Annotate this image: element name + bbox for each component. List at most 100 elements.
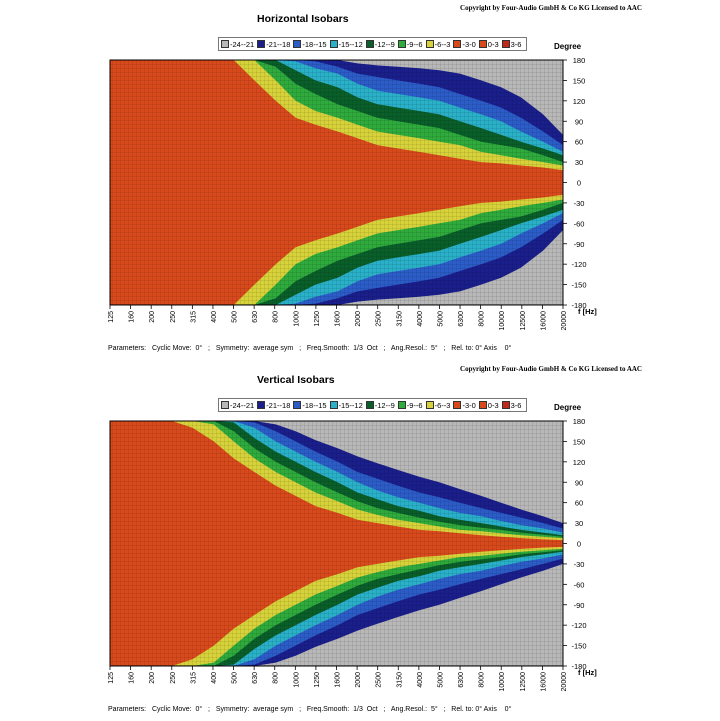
- x-tick-label: 1000: [293, 311, 300, 327]
- legend-item: -6--3: [425, 40, 450, 49]
- y-tick-label: 60: [575, 138, 583, 147]
- x-tick-label: 250: [170, 672, 177, 684]
- legend-item: -3-0: [453, 400, 476, 410]
- y-tick-label: -180: [571, 662, 586, 671]
- x-tick-label: 125: [108, 672, 115, 684]
- y-tick-label: 150: [573, 437, 586, 446]
- x-tick-label: 160: [129, 672, 136, 684]
- legend-label: -24--21: [230, 400, 255, 410]
- x-tick-label: 4000: [417, 672, 424, 688]
- legend-swatch: [425, 40, 434, 48]
- isobar-heatmap: 180 150 120 90 60 30 0 -30 -60 -90 -120 -150 -180 125…: [108, 56, 587, 331]
- x-tick-label: 630: [252, 311, 259, 323]
- x-tick-label: 16000: [540, 672, 547, 692]
- y-tick-label: -120: [571, 260, 586, 269]
- x-tick-label: 500: [232, 672, 239, 684]
- x-tick-label: 4000: [417, 311, 424, 327]
- legend-label: -21--18: [266, 400, 291, 410]
- legend-item: -21--18: [257, 401, 290, 410]
- x-tick-label: 8000: [479, 311, 486, 327]
- x-tick-label: 6300: [458, 311, 465, 327]
- copyright-notice: Copyright by Four-Audio GmbH & Co KG Lic…: [460, 4, 642, 12]
- x-tick-label: 250: [170, 311, 177, 323]
- y-tick-label: 180: [573, 417, 586, 426]
- x-tick-label: 315: [190, 672, 197, 684]
- legend-swatch: [425, 401, 434, 409]
- legend-label: 3-6: [510, 400, 522, 410]
- y-tick-label: 150: [573, 76, 586, 85]
- y-tick-label: 90: [575, 478, 583, 487]
- x-tick-label: 5000: [437, 672, 444, 688]
- x-tick-label: 10000: [499, 311, 506, 331]
- legend-item: -24--21: [221, 40, 254, 49]
- legend-swatch: [293, 401, 302, 409]
- parameters-line: Parameters: Cyclic Move: 0° ; Symmetry: …: [108, 706, 512, 713]
- legend-label: -12--9: [374, 400, 395, 410]
- legend-item: 0-3: [478, 401, 499, 410]
- chart-title: Horizontal Isobars: [257, 13, 349, 25]
- legend-item: -6--3: [425, 400, 451, 410]
- legend-label: -3-0: [462, 39, 476, 49]
- x-tick-label: 2000: [355, 672, 362, 688]
- y-tick-label: -90: [574, 240, 585, 249]
- y-tick-label: -150: [571, 281, 586, 290]
- legend: -24--21 -21--18 -18--15 -15--12 -12--9 -9--6 -…: [218, 37, 528, 51]
- legend-swatch: [257, 40, 266, 48]
- x-tick-label: 2500: [376, 311, 383, 327]
- legend-swatch: [397, 401, 406, 409]
- x-tick-label: 10000: [499, 672, 506, 692]
- legend-item: -12--9: [365, 400, 395, 410]
- x-tick-label: 8000: [479, 672, 486, 688]
- legend-swatch: [501, 40, 510, 48]
- x-tick-label: 500: [232, 311, 239, 323]
- legend-label: -6--3: [434, 400, 451, 410]
- legend: -24--21 -21--18 -18--15 -15--12 -12--9 -9--6 -…: [218, 398, 528, 412]
- legend-label: -9--6: [406, 39, 423, 49]
- x-tick-label: 12500: [520, 672, 527, 692]
- x-tick-label: 200: [149, 311, 156, 323]
- legend-label: -18--15: [302, 400, 327, 410]
- x-tick-label: 800: [273, 672, 280, 684]
- x-tick-label: 3150: [396, 672, 403, 688]
- horizontal-isobars-panel: Copyright by Four-Audio GmbH & Co KG Lic…: [0, 0, 720, 360]
- legend-item: -15--12: [329, 40, 363, 49]
- plot-grid: [110, 421, 563, 666]
- legend-item: -9--6: [397, 39, 423, 49]
- legend-item: 3-6: [501, 400, 522, 410]
- legend-item: -3-0: [453, 39, 476, 49]
- x-tick-label: 1600: [335, 311, 342, 327]
- y-tick-label: -150: [571, 642, 586, 651]
- legend-item: -15--12: [329, 401, 363, 410]
- legend-swatch: [397, 40, 406, 48]
- x-tick-label: 3150: [396, 311, 403, 327]
- parameters-line: Parameters: Cyclic Move: 0° ; Symmetry: …: [108, 345, 512, 352]
- y-tick-label: 60: [575, 499, 583, 508]
- y-tick-label: 30: [575, 519, 583, 528]
- y-tick-label: 120: [573, 97, 586, 106]
- x-tick-label: 800: [273, 311, 280, 323]
- x-tick-label: 2500: [376, 672, 383, 688]
- legend-swatch: [453, 40, 462, 48]
- legend-label: -3-0: [462, 400, 476, 410]
- legend-label: -12--9: [374, 39, 395, 49]
- legend-item: 3-6: [501, 39, 522, 49]
- legend-swatch: [478, 401, 487, 409]
- isobar-heatmap: 180 150 120 90 60 30 0 -30 -60 -90 -120 -150 -180 125…: [108, 417, 587, 692]
- y-tick-label: 120: [573, 458, 586, 467]
- x-tick-label: 160: [129, 311, 136, 323]
- y-tick-label: 0: [577, 540, 581, 549]
- y-axis-label: Degree: [554, 42, 582, 51]
- y-tick-label: -60: [574, 219, 585, 228]
- x-tick-label: 5000: [437, 311, 444, 327]
- x-tick-label: 6300: [458, 672, 465, 688]
- y-tick-label: -30: [574, 199, 585, 208]
- y-tick-label: 30: [575, 158, 583, 167]
- legend-swatch: [329, 40, 338, 48]
- y-tick-label: -30: [574, 560, 585, 569]
- y-tick-label: -180: [571, 301, 586, 310]
- legend-label: 3-6: [510, 39, 522, 49]
- legend-swatch: [329, 401, 338, 409]
- legend-swatch: [293, 40, 302, 48]
- legend-swatch: [478, 40, 487, 48]
- legend-swatch: [221, 40, 229, 48]
